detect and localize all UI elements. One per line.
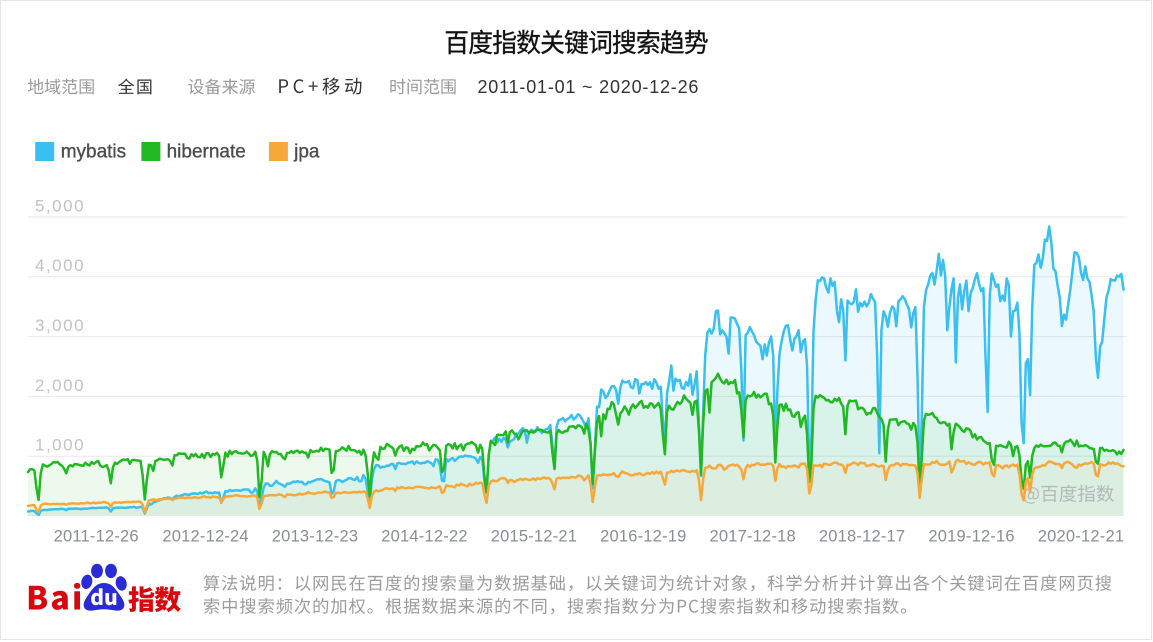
svg-text:2016-12-19: 2016-12-19 <box>600 528 686 546</box>
svg-text:2011-01-01 ~ 2020-12-26: 2011-01-01 ~ 2020-12-26 <box>478 77 700 97</box>
svg-text:4,000: 4,000 <box>35 256 85 275</box>
svg-text:1,000: 1,000 <box>35 436 85 455</box>
svg-text:5,000: 5,000 <box>35 196 85 215</box>
svg-text:mybatis: mybatis <box>61 142 126 163</box>
svg-text:2017-12-18: 2017-12-18 <box>709 528 795 546</box>
svg-text:2012-12-24: 2012-12-24 <box>162 528 248 546</box>
svg-text:2018-12-17: 2018-12-17 <box>819 528 905 546</box>
svg-text:jpa: jpa <box>293 142 320 163</box>
svg-text:2011-12-26: 2011-12-26 <box>54 528 139 546</box>
svg-text:2019-12-16: 2019-12-16 <box>928 528 1014 546</box>
svg-text:2,000: 2,000 <box>35 376 85 395</box>
svg-text:3,000: 3,000 <box>35 316 85 335</box>
svg-text:2014-12-22: 2014-12-22 <box>381 528 467 546</box>
svg-text:2020-12-21: 2020-12-21 <box>1038 528 1124 546</box>
svg-text:2015-12-21: 2015-12-21 <box>491 528 577 546</box>
svg-text:hibernate: hibernate <box>167 142 246 163</box>
svg-text:2013-12-23: 2013-12-23 <box>272 528 358 546</box>
